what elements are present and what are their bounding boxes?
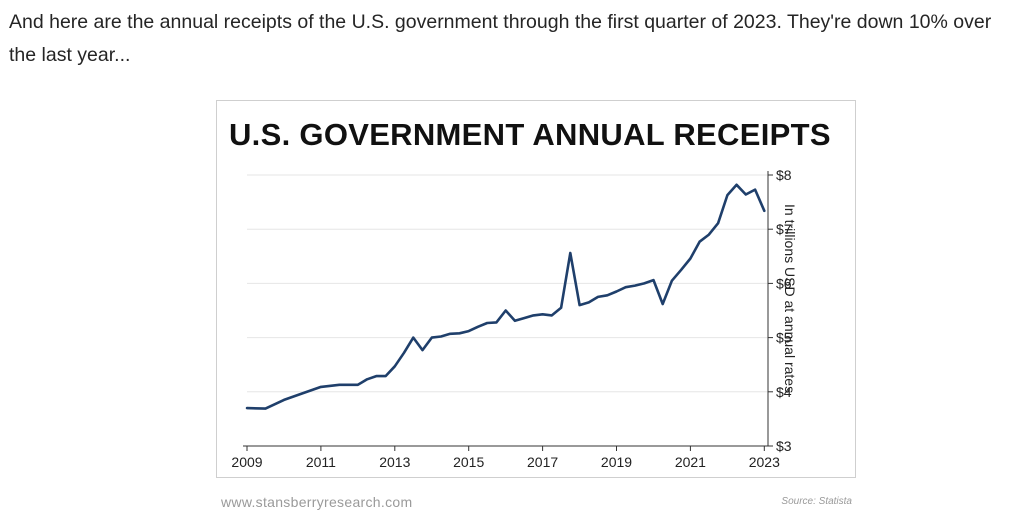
website-credit: www.stansberryresearch.com <box>221 494 413 510</box>
line-chart: $3 $4 $5 $6 $7 $8 2009 2011 2013 2015 2017 2019 2021… <box>231 167 792 470</box>
source-credit: Source: Statista <box>781 496 852 507</box>
receipts-series-line <box>245 183 766 410</box>
chart-title: U.S. GOVERNMENT ANNUAL RECEIPTS <box>229 117 831 152</box>
x-tick-label: 2019 <box>601 454 632 470</box>
y-tick-label: $8 <box>776 167 792 183</box>
x-tick-label: 2013 <box>379 454 410 470</box>
intro-paragraph: And here are the annual receipts of the … <box>9 11 992 66</box>
x-tick-label: 2011 <box>306 454 336 470</box>
x-tick-label: 2023 <box>749 454 780 470</box>
y-tick-label: $5 <box>776 330 792 346</box>
x-tick-label: 2017 <box>527 454 558 470</box>
y-axis-title: In trillions USD at annual rates <box>782 204 798 394</box>
y-tick-label: $4 <box>776 384 792 400</box>
x-tick-label: 2021 <box>675 454 706 470</box>
y-tick-label: $3 <box>776 438 792 454</box>
x-tick-label: 2009 <box>231 454 262 470</box>
y-tick-label: $6 <box>776 275 792 291</box>
x-tick-label: 2015 <box>453 454 484 470</box>
chart-container: U.S. GOVERNMENT ANNUAL RECEIPTS $3 $4 $5 $6… <box>216 100 856 478</box>
y-tick-label: $7 <box>776 221 792 237</box>
